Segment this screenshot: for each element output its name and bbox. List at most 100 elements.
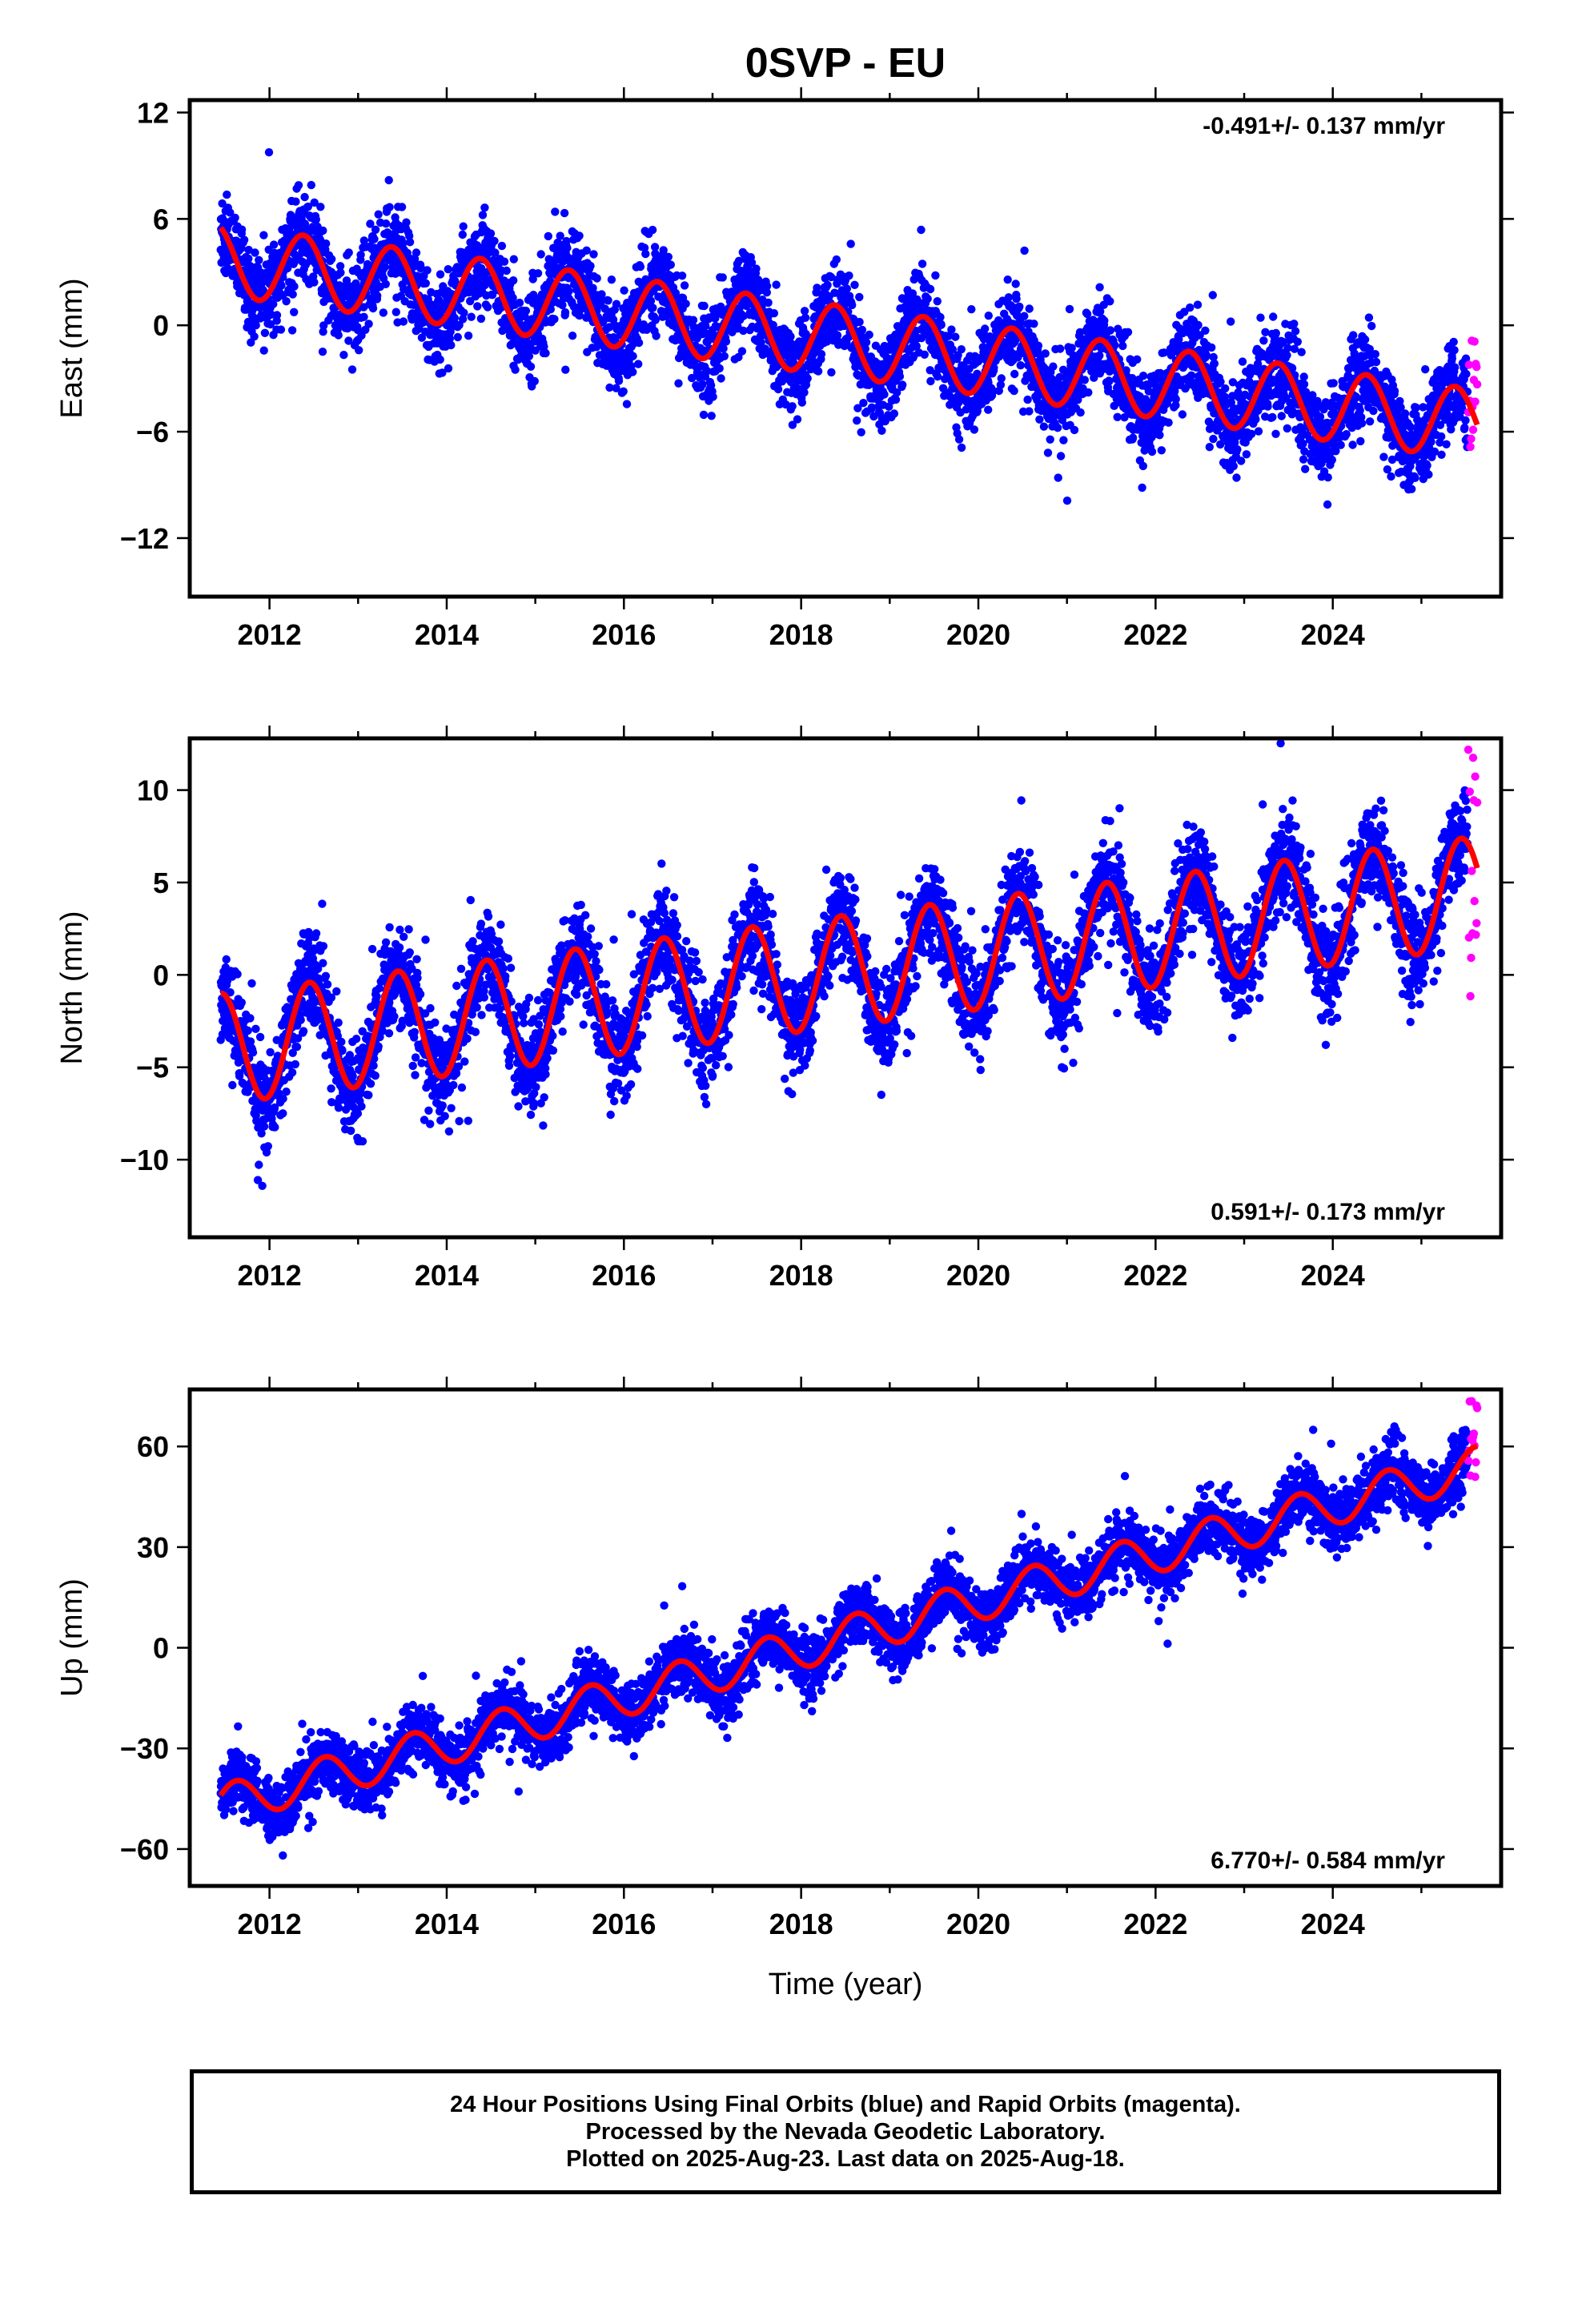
final-orbit-point: [1390, 387, 1399, 396]
final-orbit-point: [458, 315, 468, 324]
final-orbit-point: [933, 297, 942, 306]
final-orbit-point: [1297, 348, 1306, 356]
final-orbit-point: [827, 368, 836, 377]
final-orbit-point: [646, 296, 656, 305]
final-orbit-point: [1118, 341, 1127, 351]
final-orbit-point: [1424, 470, 1433, 479]
final-orbit-point: [689, 316, 698, 324]
final-orbit-point: [793, 415, 802, 424]
final-orbit-point: [997, 374, 1006, 383]
final-orbit-point: [483, 303, 492, 312]
final-orbit-point: [920, 350, 930, 359]
final-orbit-point: [1449, 337, 1458, 347]
final-orbit-point: [634, 360, 643, 368]
final-orbit-point: [291, 197, 300, 206]
final-orbit-point: [1084, 388, 1093, 397]
final-orbit-point: [541, 348, 550, 358]
final-orbit-point: [379, 308, 387, 317]
final-orbit-point: [455, 320, 464, 330]
final-orbit-point: [813, 367, 823, 376]
final-orbit-point: [1080, 376, 1090, 384]
final-orbit-point: [444, 265, 452, 274]
final-orbit-point: [1437, 450, 1446, 459]
final-orbit-point: [1437, 432, 1446, 441]
final-orbit-point: [1299, 372, 1308, 381]
final-orbit-point: [620, 286, 628, 295]
final-orbit-point: [931, 271, 940, 280]
final-orbit-point: [526, 362, 536, 371]
final-orbit-point: [1269, 312, 1278, 321]
final-orbit-point: [318, 348, 327, 356]
final-orbit-point: [1237, 456, 1246, 465]
final-orbit-point: [533, 269, 543, 278]
final-orbit-point: [612, 384, 620, 392]
final-orbit-point: [786, 332, 795, 341]
final-orbit-point: [823, 280, 832, 290]
y-tick-label: −12: [120, 522, 169, 555]
series-final-orbits: [216, 148, 1472, 509]
final-orbit-point: [1178, 410, 1187, 419]
final-orbit-point: [287, 326, 297, 335]
rapid-orbit-point: [1472, 363, 1481, 372]
final-orbit-point: [698, 380, 707, 389]
final-orbit-point: [1336, 440, 1345, 449]
plot-area: [216, 739, 1482, 1191]
final-orbit-point: [381, 279, 390, 288]
final-orbit-point: [926, 376, 935, 386]
final-orbit-point: [521, 306, 531, 316]
final-orbit-point: [524, 352, 534, 360]
final-orbit-point: [715, 364, 724, 373]
final-orbit-point: [769, 309, 779, 318]
final-orbit-point: [1293, 337, 1303, 346]
final-orbit-point: [1193, 300, 1203, 309]
final-orbit-point: [947, 325, 956, 334]
final-orbit-point: [652, 332, 661, 340]
final-orbit-point: [636, 262, 645, 271]
final-orbit-point: [717, 374, 725, 383]
final-orbit-point: [846, 239, 855, 248]
final-orbit-point: [459, 222, 468, 231]
final-orbit-point: [853, 416, 861, 425]
final-orbit-point: [1323, 500, 1332, 509]
x-tick-label: 2018: [769, 618, 833, 651]
final-orbit-point: [895, 372, 905, 381]
final-orbit-point: [1025, 407, 1034, 416]
final-orbit-point: [1232, 473, 1241, 482]
panels: 2012 2014 2016 2018 2020 2022 20241260−6−12Eas…: [55, 87, 1514, 2001]
final-orbit-point: [1157, 446, 1166, 455]
final-orbit-point: [266, 320, 275, 329]
rapid-orbit-point: [1466, 442, 1475, 452]
final-orbit-point: [832, 255, 841, 264]
final-orbit-point: [530, 376, 539, 386]
final-orbit-point: [957, 345, 966, 354]
final-orbit-point: [544, 231, 552, 241]
final-orbit-point: [582, 246, 591, 255]
final-orbit-point: [355, 346, 363, 355]
final-orbit-point: [1035, 415, 1044, 424]
final-orbit-point: [681, 300, 690, 308]
final-orbit-point: [861, 338, 871, 347]
final-orbit-point: [1020, 312, 1029, 320]
final-orbit-point: [385, 203, 394, 211]
final-orbit-point: [366, 219, 375, 228]
final-orbit-point: [303, 202, 312, 211]
final-orbit-point: [502, 266, 511, 275]
final-orbit-point: [1138, 483, 1146, 493]
y-tick-label: 12: [137, 97, 169, 130]
rapid-orbit-point: [1470, 337, 1479, 346]
y-tick-label: 0: [153, 309, 169, 342]
final-orbit-point: [1342, 430, 1351, 439]
final-orbit-point: [276, 325, 286, 334]
final-orbit-point: [1360, 335, 1370, 344]
final-orbit-point: [1076, 408, 1085, 417]
final-orbit-point: [1271, 429, 1280, 438]
final-orbit-point: [1367, 321, 1376, 331]
final-orbit-point: [568, 332, 577, 340]
final-orbit-point: [1387, 472, 1395, 481]
final-orbit-point: [1327, 456, 1337, 464]
final-orbit-point: [359, 312, 368, 321]
final-orbit-point: [1460, 423, 1469, 432]
final-orbit-point: [845, 271, 853, 280]
x-tick-label: 2016: [592, 618, 656, 651]
